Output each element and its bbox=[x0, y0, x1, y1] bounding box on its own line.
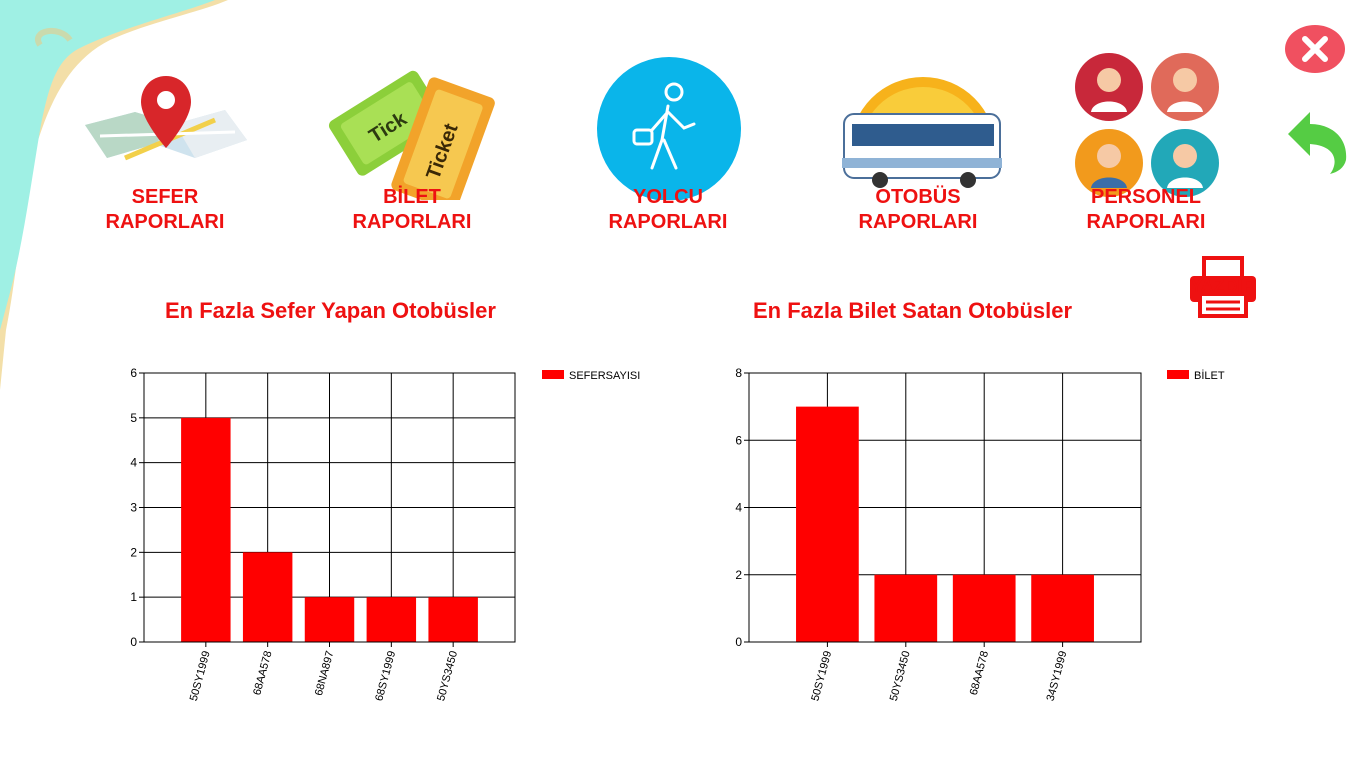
nav-sefer-raporlari[interactable]: SEFER RAPORLARI bbox=[65, 40, 265, 240]
bar-34SY1999 bbox=[1031, 574, 1094, 642]
printer-icon bbox=[1190, 256, 1256, 318]
x-tick-label: 68AA578 bbox=[968, 650, 991, 697]
print-label: YAZDIR bbox=[1190, 276, 1256, 296]
nav-label: BİLET RAPORLARI bbox=[352, 186, 472, 233]
y-tick-label: 5 bbox=[130, 411, 137, 425]
bar-50SY1999 bbox=[796, 406, 859, 642]
bar-68SY1999 bbox=[366, 597, 417, 642]
beach-decoration bbox=[0, 0, 228, 390]
traveler-icon bbox=[597, 57, 741, 200]
legend-swatch bbox=[1167, 370, 1189, 379]
close-button[interactable] bbox=[1284, 24, 1346, 74]
map-pin-icon bbox=[85, 76, 247, 161]
legend-label: BİLET bbox=[1194, 369, 1225, 382]
nav-label: SEFER RAPORLARI bbox=[105, 186, 225, 233]
staff-icon bbox=[1075, 53, 1219, 197]
bar-50SY1999 bbox=[181, 417, 231, 642]
x-tick-label: 34SY1999 bbox=[1045, 650, 1070, 703]
bar-68NA897 bbox=[304, 597, 355, 642]
bilet-bar-chart: 0 2 4 6 8 50SY1999 50YS3450 68AA578 34SY1999 BİLE… bbox=[735, 366, 1225, 703]
bus-icon bbox=[842, 77, 1002, 188]
y-tick-label: 2 bbox=[130, 545, 137, 559]
x-tick-label: 50YS3450 bbox=[888, 650, 913, 703]
y-tick-label: 6 bbox=[130, 366, 137, 380]
nav-label: PERSONEL RAPORLARI bbox=[1086, 186, 1206, 233]
chart-title-bilet: En Fazla Bilet Satan Otobüsler bbox=[753, 298, 1073, 323]
x-tick-label: 68NA897 bbox=[313, 650, 336, 697]
sefer-bar-chart: 0 1 2 3 4 5 6 50SY1999 68AA578 68NA897 68SY1999 50Y… bbox=[130, 366, 640, 703]
y-tick-label: 0 bbox=[735, 635, 742, 649]
ticket-icon: Tick Ticket bbox=[328, 70, 495, 200]
plot-frame bbox=[143, 372, 516, 643]
x-tick-label: 50YS3450 bbox=[435, 650, 460, 703]
close-icon bbox=[1285, 25, 1345, 73]
nav-label: OTOBÜS RAPORLARI bbox=[858, 186, 978, 233]
bar-50YS3450 bbox=[874, 574, 938, 642]
y-tick-label: 4 bbox=[735, 501, 742, 515]
y-tick-label: 8 bbox=[735, 366, 742, 380]
y-tick-label: 4 bbox=[130, 456, 137, 470]
y-tick-label: 0 bbox=[130, 635, 137, 649]
nav-label: YOLCU RAPORLARI bbox=[608, 186, 728, 233]
print-button[interactable]: YAZDIR bbox=[1186, 254, 1260, 320]
nav-bilet-raporlari[interactable]: Tick Ticket BİLET RAPORLARI bbox=[312, 40, 512, 240]
x-tick-label: 50SY1999 bbox=[188, 650, 213, 703]
chart-title-sefer: En Fazla Sefer Yapan Otobüsler bbox=[165, 298, 496, 323]
legend-swatch bbox=[542, 370, 564, 379]
back-arrow-icon bbox=[1288, 112, 1347, 174]
y-tick-label: 1 bbox=[130, 590, 137, 604]
bar-50YS3450 bbox=[428, 597, 478, 642]
bar-68AA578 bbox=[952, 574, 1016, 642]
y-tick-label: 2 bbox=[735, 568, 742, 582]
x-tick-label: 68AA578 bbox=[251, 650, 274, 697]
y-tick-label: 3 bbox=[130, 501, 137, 515]
nav-otobus-raporlari[interactable]: OTOBÜS RAPORLARI bbox=[818, 40, 1018, 240]
back-button[interactable] bbox=[1284, 108, 1350, 176]
bar-68AA578 bbox=[242, 552, 293, 642]
legend-label: SEFERSAYISI bbox=[569, 370, 640, 382]
y-tick-label: 6 bbox=[735, 433, 742, 447]
x-tick-label: 68SY1999 bbox=[373, 650, 398, 703]
x-tick-label: 50SY1999 bbox=[809, 650, 834, 703]
nav-personel-raporlari[interactable]: PERSONEL RAPORLARI bbox=[1046, 40, 1246, 240]
plot-frame bbox=[748, 372, 1142, 643]
nav-yolcu-raporlari[interactable]: YOLCU RAPORLARI bbox=[568, 40, 768, 240]
